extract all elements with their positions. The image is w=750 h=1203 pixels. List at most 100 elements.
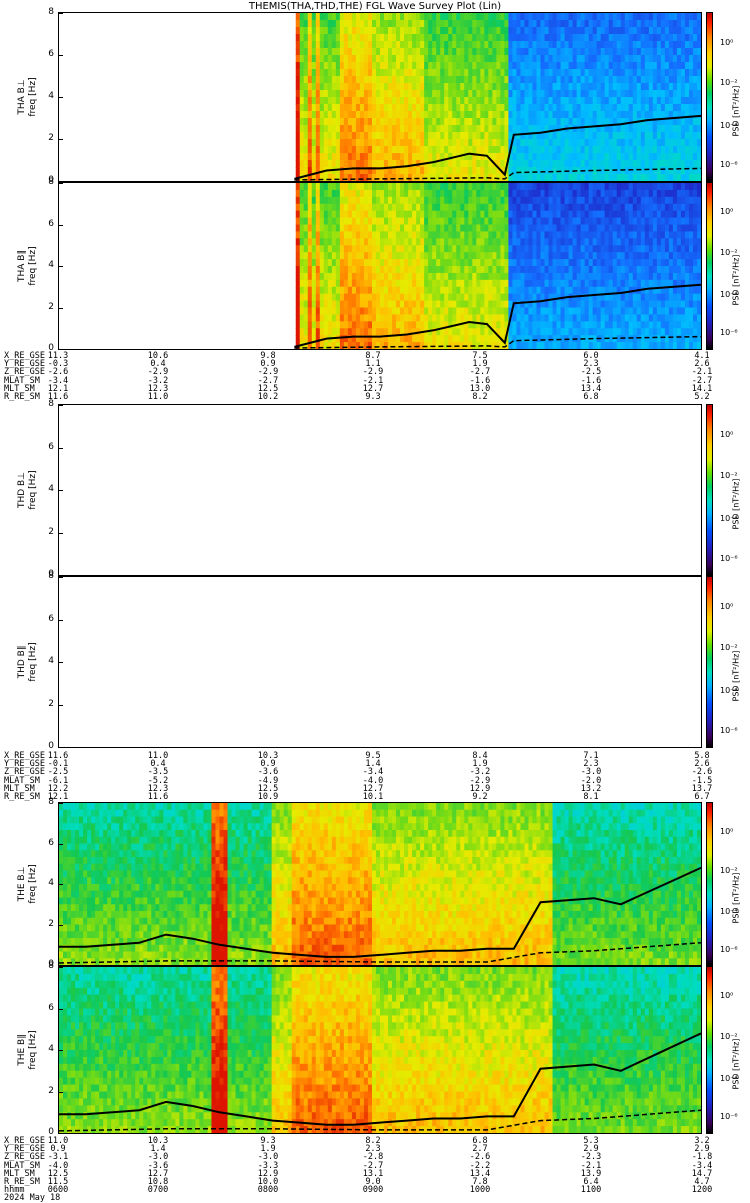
ephemeris-row: hhmm 0600 0700 0800 0900 1000 1100 1200: [4, 1185, 712, 1196]
ephemeris-value: 4.1: [694, 351, 710, 361]
ephemeris-row: R_RE_SM 11.5 10.8 10.0 9.0 7.8 6.4 4.7: [4, 1176, 710, 1187]
ephemeris-label: 2024 May 18: [4, 1193, 61, 1203]
y-tick-mark: [58, 490, 63, 491]
y-tick-mark: [58, 1091, 63, 1093]
ephemeris-value: 2.3: [583, 359, 599, 370]
ephemeris-value: 12.1: [47, 383, 69, 394]
ephemeris-label: R_RE_SM: [4, 391, 40, 402]
spectrogram-panel: [58, 966, 702, 1134]
spectrogram-cells: [295, 13, 701, 181]
y-tick-label: 8: [48, 399, 54, 409]
ephemeris-label: hhmm: [4, 1185, 25, 1196]
ephemeris-value: 6.0: [583, 351, 599, 361]
ephemeris-value: 13.9: [580, 1168, 602, 1179]
ephemeris-value: -2.7: [469, 367, 491, 378]
panel-ylabel-freq: freq [Hz]: [28, 470, 38, 510]
ephemeris-value: -2.1: [362, 375, 384, 386]
ephemeris-value: -1.6: [469, 375, 491, 386]
ephemeris-value: -2.7: [691, 375, 713, 386]
y-tick-label: 8: [48, 797, 54, 807]
colorbar-tick-label: 10⁻⁴: [720, 1073, 738, 1083]
y-tick-label: 0: [48, 175, 54, 185]
ephemeris-label: X_RE_GSE: [4, 751, 45, 761]
colorbar: [706, 966, 713, 1134]
ephemeris-value: -2.7: [257, 375, 279, 386]
y-tick-mark: [58, 965, 63, 966]
ephemeris-value: 8.2: [472, 391, 488, 402]
colorbar: [706, 12, 713, 182]
ephemeris-value: -4.9: [257, 775, 279, 786]
spectrogram-svg: [294, 13, 701, 181]
plot-title: THEMIS(THA,THD,THE) FGL Wave Survey Plot…: [248, 1, 502, 12]
ephemeris-value: -2.7: [362, 1160, 384, 1171]
ephemeris-value: 2.7: [472, 1144, 488, 1155]
y-tick-label: 4: [48, 260, 54, 270]
ephemeris-value: 13.1: [362, 1168, 384, 1179]
ephemeris-value: 6.8: [583, 391, 599, 402]
ephemeris-value: 6.7: [694, 791, 710, 802]
ephemeris-value: 10.1: [362, 791, 384, 802]
ephemeris-value: 5.8: [694, 751, 710, 761]
colorbar-tick-label: 10⁻²: [720, 78, 738, 88]
ephemeris-value: 3.2: [694, 1136, 710, 1146]
gyrofrequency-line: [294, 114, 701, 180]
ephemeris-value: -5.2: [147, 775, 169, 786]
y-tick-mark: [58, 662, 63, 663]
ephemeris-label: Z_RE_GSE: [4, 1152, 45, 1163]
panel-ylabel-spacecraft: THD B∥: [17, 645, 27, 679]
ephemeris-row: X_RE_GSE 11.3 10.6 9.8 8.7 7.5 6.0 4.1: [4, 351, 710, 361]
ephemeris-value: -0.1: [47, 759, 69, 770]
y-tick-label: 0: [48, 959, 54, 969]
ephemeris-label: Z_RE_GSE: [4, 367, 45, 378]
ephemeris-value: 11.6: [147, 791, 169, 802]
ephemeris-label: MLT_SM: [4, 783, 35, 794]
y-tick-label: 8: [48, 177, 54, 187]
ephemeris-block: X_RE_GSE 11.3 10.6 9.8 8.7 7.5 6.0 4.1 Y_RE_GSE -…: [4, 351, 712, 402]
ephemeris-value: -3.4: [47, 375, 69, 386]
spectrogram-cells: [295, 183, 701, 349]
panel-ylabel-freq: freq [Hz]: [28, 246, 38, 286]
ephemeris-value: 11.0: [47, 1136, 69, 1146]
ephemeris-value: 2.9: [694, 1144, 710, 1155]
ephemeris-label: MLT_SM: [4, 383, 35, 394]
ephemeris-value: -1.8: [691, 1152, 713, 1163]
y-tick-label: 0: [48, 1127, 54, 1137]
y-tick-mark: [58, 532, 63, 534]
colorbar-label: PSD [nT²/Hz]: [731, 254, 741, 306]
ephemeris-value: -1.5: [691, 775, 713, 786]
ephemeris-row: Y_RE_GSE -0.3 0.4 0.9 1.1 1.9 2.3 2.6: [4, 359, 710, 370]
y-tick-label: 4: [48, 484, 54, 494]
ephemeris-value: 10.8: [147, 1176, 169, 1187]
ephemeris-row: 2024 May 18: [4, 1193, 704, 1203]
ephemeris-value: 8.2: [365, 1136, 381, 1146]
gyrofrequency-dashed-line: [59, 1109, 701, 1132]
colorbar-tick-label: 10⁻⁶: [720, 553, 738, 563]
ephemeris-value: 12.5: [257, 783, 279, 794]
spectrogram-svg: [59, 967, 701, 1133]
y-tick-mark: [58, 224, 63, 226]
ephemeris-value: -3.0: [147, 1152, 169, 1163]
ephemeris-value: -3.5: [147, 767, 169, 778]
ephemeris-value: -2.5: [47, 767, 69, 778]
ephemeris-value: 1.9: [472, 759, 488, 770]
ephemeris-value: 11.0: [147, 391, 169, 402]
ephemeris-value: 11.6: [47, 751, 69, 761]
ephemeris-value: -3.2: [147, 375, 169, 386]
ephemeris-label: MLAT_SM: [4, 1160, 40, 1171]
spectrogram-cells: [59, 967, 701, 1133]
ephemeris-value: 7.5: [472, 351, 488, 361]
colorbar: [706, 182, 713, 350]
y-tick-label: 8: [48, 7, 54, 17]
panel-ylabel-freq: freq [Hz]: [28, 1030, 38, 1070]
ephemeris-value: -2.3: [580, 1152, 602, 1163]
ephemeris-label: MLT_SM: [4, 1168, 35, 1179]
y-tick-mark: [58, 747, 63, 748]
spectrogram-svg: [59, 577, 701, 747]
ephemeris-row: X_RE_GSE 11.0 10.3 9.3 8.2 6.8 5.3 3.2: [4, 1136, 710, 1146]
ephemeris-value: 13.2: [580, 783, 602, 794]
ephemeris-value: 8.7: [365, 351, 381, 361]
colorbar-tick-label: 10⁻²: [720, 643, 738, 653]
ephemeris-row: MLT_SM 12.1 12.3 12.5 12.7 13.0 13.4 14.1: [4, 383, 712, 394]
y-tick-label: 2: [48, 526, 54, 537]
colorbar-tick-label: 10⁰: [720, 601, 734, 611]
